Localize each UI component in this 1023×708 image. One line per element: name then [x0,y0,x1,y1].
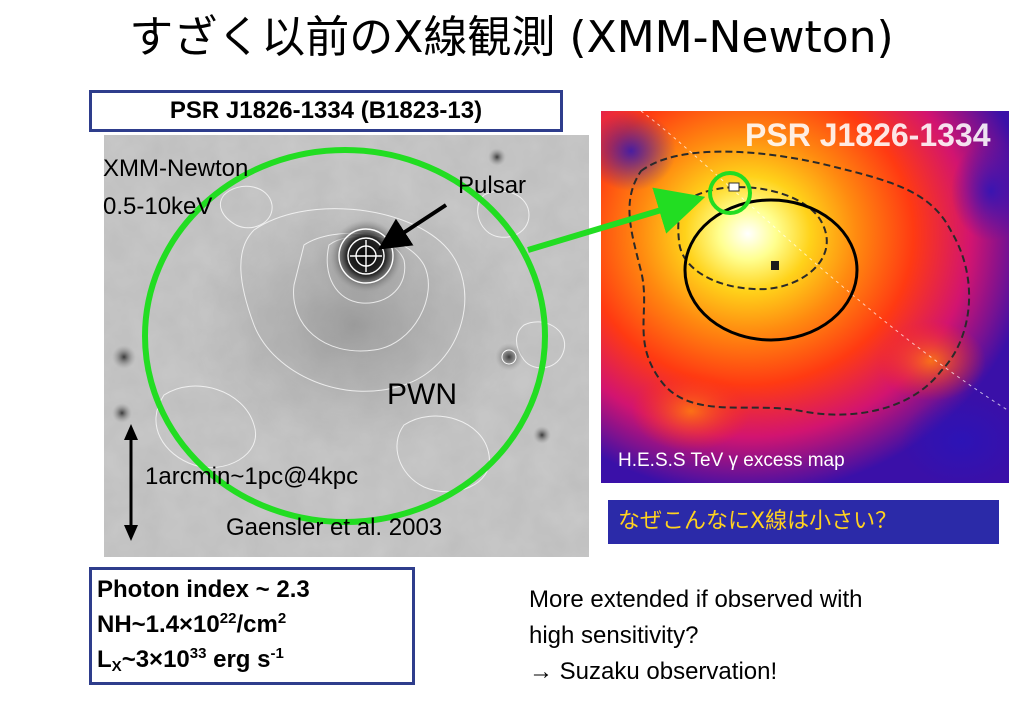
note-line-2: high sensitivity? [529,622,699,649]
note-line-1: More extended if observed with [529,586,863,613]
parameters-box: Photon index ~ 2.3 NH~1.4×1022/cm2 LX~3×… [89,567,415,685]
pulsar-label: Pulsar [458,172,527,199]
xmm-energy-band-label: 0.5-10keV [103,193,213,220]
suzaku-note: More extended if observed with high sens… [529,582,863,690]
slide-title: すざく以前のX線観測 (XMM-Newton) [129,12,894,63]
photon-index-line: Photon index ~ 2.3 [97,576,310,603]
question-box: なぜこんなにX線は小さい？ [608,500,999,544]
xmm-instrument-label: XMM-Newton [103,155,249,182]
hess-source-name: PSR J1826-1334 [745,117,991,153]
pwn-label: PWN [387,378,457,411]
note-line-3: → Suzaku observation! [529,658,778,685]
psr-name-box: PSR J1826-1334 (B1823-13) [89,90,563,132]
hess-caption: H.E.S.S TeV γ excess map [618,450,845,471]
scale-label: 1arcmin~1pc@4kpc [145,463,359,490]
hess-tev-map [601,111,1009,483]
citation-label: Gaensler et al. 2003 [226,514,443,541]
luminosity-line: LX~3×1033 erg s-1 [97,645,284,675]
nh-line: NH~1.4×1022/cm2 [97,610,287,638]
